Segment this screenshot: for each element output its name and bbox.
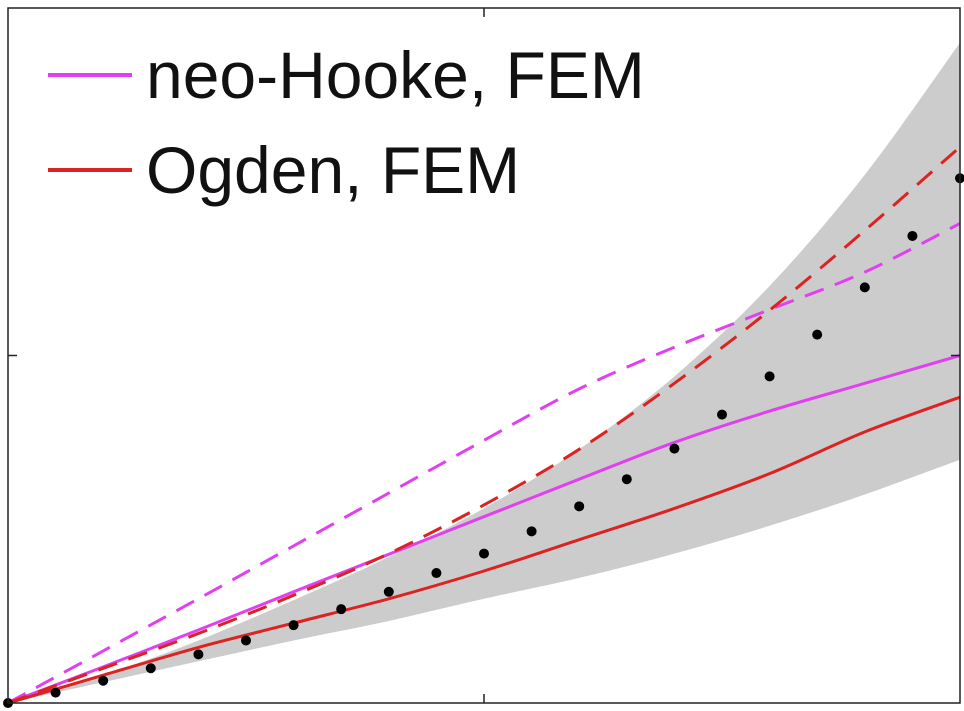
data-point (717, 409, 727, 420)
data-point (288, 620, 299, 631)
data-point (383, 586, 394, 597)
data-point (907, 230, 918, 241)
data-point (336, 604, 347, 615)
uncertainty-band (8, 42, 960, 704)
axes-frame (7, 7, 961, 704)
data-point (431, 568, 442, 579)
data-point (764, 371, 775, 382)
data-point (479, 548, 489, 559)
data-point (145, 663, 156, 674)
data-point (669, 443, 680, 454)
data-point (526, 526, 537, 537)
data-point (621, 474, 632, 485)
data-point (50, 687, 61, 698)
series-line-3-dashed (7, 145, 961, 705)
data-point (812, 329, 823, 340)
band-layer (8, 42, 960, 704)
series-dotted (3, 173, 964, 708)
data-point (98, 675, 109, 686)
series-layer (3, 145, 964, 708)
data-point (193, 649, 204, 660)
series-line-0-solid (7, 354, 961, 705)
data-point (241, 635, 251, 646)
legend-label-ogden: Ogden, FEM (146, 133, 520, 207)
data-point (859, 282, 870, 293)
legend: neo-Hooke, FEM Ogden, FEM (48, 38, 645, 207)
data-point (574, 501, 585, 512)
legend-label-neo-hooke: neo-Hooke, FEM (146, 38, 645, 112)
series-line-2-solid (7, 395, 961, 705)
